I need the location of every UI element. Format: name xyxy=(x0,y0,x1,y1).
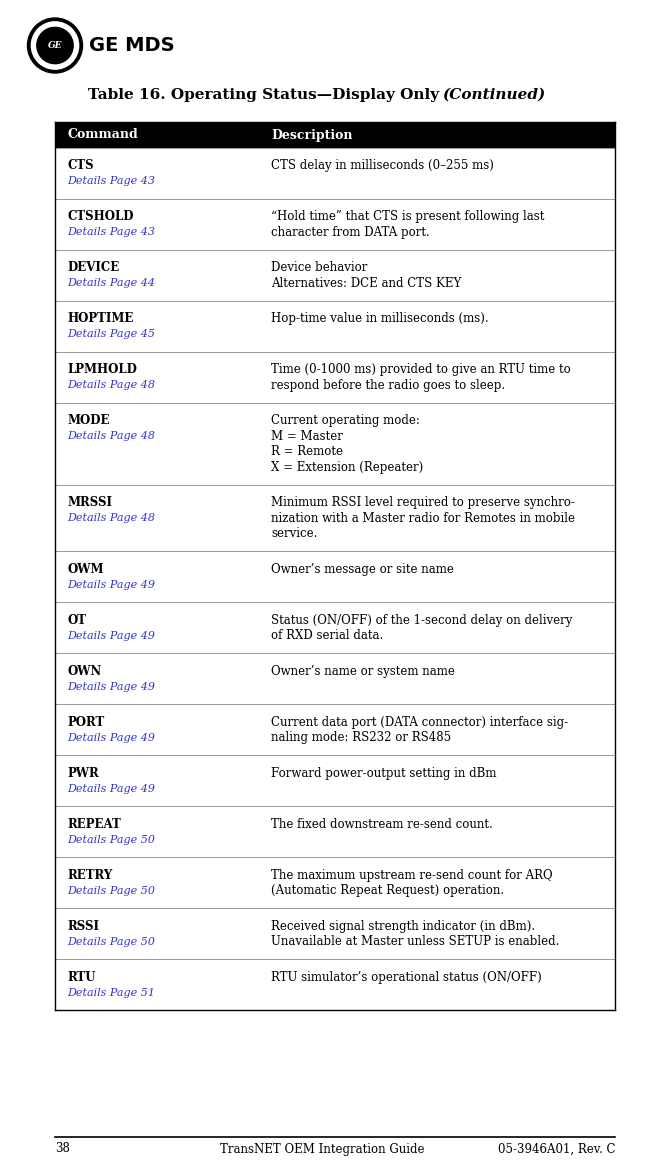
Text: Details Page 50: Details Page 50 xyxy=(67,886,155,896)
Text: RETRY: RETRY xyxy=(67,869,112,882)
Text: Details Page 49: Details Page 49 xyxy=(67,631,155,640)
Text: naling mode: RS232 or RS485: naling mode: RS232 or RS485 xyxy=(272,731,452,744)
Text: Details Page 49: Details Page 49 xyxy=(67,579,155,590)
Text: PORT: PORT xyxy=(67,716,104,728)
Text: Details Page 48: Details Page 48 xyxy=(67,514,155,523)
Circle shape xyxy=(32,22,79,69)
Text: PWR: PWR xyxy=(67,767,99,780)
Text: Details Page 43: Details Page 43 xyxy=(67,176,155,187)
Text: Details Page 49: Details Page 49 xyxy=(67,682,155,692)
Text: Received signal strength indicator (in dBm).: Received signal strength indicator (in d… xyxy=(272,920,535,933)
Text: character from DATA port.: character from DATA port. xyxy=(272,225,430,239)
Text: Details Page 50: Details Page 50 xyxy=(67,937,155,947)
Text: GE MDS: GE MDS xyxy=(89,36,175,55)
Text: respond before the radio goes to sleep.: respond before the radio goes to sleep. xyxy=(272,379,506,392)
Text: Details Page 50: Details Page 50 xyxy=(67,835,155,845)
Circle shape xyxy=(28,18,83,73)
Text: The fixed downstream re-send count.: The fixed downstream re-send count. xyxy=(272,818,493,830)
Text: HOPTIME: HOPTIME xyxy=(67,312,134,325)
Text: nization with a Master radio for Remotes in mobile: nization with a Master radio for Remotes… xyxy=(272,511,575,524)
Text: Owner’s message or site name: Owner’s message or site name xyxy=(272,563,454,576)
Text: Current operating mode:: Current operating mode: xyxy=(272,414,421,427)
Text: Alternatives: DCE and CTS KEY: Alternatives: DCE and CTS KEY xyxy=(272,277,462,290)
Text: Details Page 45: Details Page 45 xyxy=(67,330,155,339)
Text: Details Page 43: Details Page 43 xyxy=(67,228,155,237)
Text: OWN: OWN xyxy=(67,665,101,678)
Text: GE: GE xyxy=(48,41,63,50)
Text: Forward power-output setting in dBm: Forward power-output setting in dBm xyxy=(272,767,497,780)
Text: RTU simulator’s operational status (ON/OFF): RTU simulator’s operational status (ON/O… xyxy=(272,971,542,984)
Text: LPMHOLD: LPMHOLD xyxy=(67,364,137,377)
Text: 05-3946A01, Rev. C: 05-3946A01, Rev. C xyxy=(497,1143,615,1155)
Text: Device behavior: Device behavior xyxy=(272,262,368,274)
Bar xyxy=(55,122,615,148)
Text: (Automatic Repeat Request) operation.: (Automatic Repeat Request) operation. xyxy=(272,884,504,897)
Text: Unavailable at Master unless SETUP is enabled.: Unavailable at Master unless SETUP is en… xyxy=(272,935,560,948)
Text: Details Page 49: Details Page 49 xyxy=(67,784,155,794)
Text: OWM: OWM xyxy=(67,563,103,576)
Text: Description: Description xyxy=(272,129,353,142)
Text: R = Remote: R = Remote xyxy=(272,446,343,459)
Text: (Continued): (Continued) xyxy=(442,88,546,102)
Text: Hop-time value in milliseconds (ms).: Hop-time value in milliseconds (ms). xyxy=(272,312,489,325)
Text: service.: service. xyxy=(272,527,318,541)
Text: Command: Command xyxy=(67,129,138,142)
Text: M = Master: M = Master xyxy=(272,429,343,442)
Text: Owner’s name or system name: Owner’s name or system name xyxy=(272,665,455,678)
Text: “Hold time” that CTS is present following last: “Hold time” that CTS is present followin… xyxy=(272,210,545,223)
Text: of RXD serial data.: of RXD serial data. xyxy=(272,629,384,643)
Text: Current data port (DATA connector) interface sig-: Current data port (DATA connector) inter… xyxy=(272,716,568,728)
Text: CTS delay in milliseconds (0–255 ms): CTS delay in milliseconds (0–255 ms) xyxy=(272,160,494,172)
Text: CTSHOLD: CTSHOLD xyxy=(67,210,134,223)
Text: Details Page 51: Details Page 51 xyxy=(67,988,155,998)
Text: Table 16. Operating Status—Display Only: Table 16. Operating Status—Display Only xyxy=(88,88,444,102)
Text: Details Page 49: Details Page 49 xyxy=(67,733,155,743)
Text: Details Page 48: Details Page 48 xyxy=(67,432,155,441)
Text: Details Page 44: Details Page 44 xyxy=(67,278,155,289)
Text: REPEAT: REPEAT xyxy=(67,818,121,830)
Text: Minimum RSSI level required to preserve synchro-: Minimum RSSI level required to preserve … xyxy=(272,496,575,509)
Text: RTU: RTU xyxy=(67,971,95,984)
Text: OT: OT xyxy=(67,613,86,626)
Text: RSSI: RSSI xyxy=(67,920,99,933)
Text: MODE: MODE xyxy=(67,414,110,427)
Text: TransNET OEM Integration Guide: TransNET OEM Integration Guide xyxy=(220,1143,425,1155)
Text: The maximum upstream re-send count for ARQ: The maximum upstream re-send count for A… xyxy=(272,869,553,882)
Text: 38: 38 xyxy=(55,1143,70,1155)
Text: CTS: CTS xyxy=(67,160,94,172)
Text: X = Extension (Repeater): X = Extension (Repeater) xyxy=(272,461,424,474)
Text: DEVICE: DEVICE xyxy=(67,262,119,274)
Text: MRSSI: MRSSI xyxy=(67,496,112,509)
Circle shape xyxy=(37,27,73,63)
Text: Details Page 48: Details Page 48 xyxy=(67,380,155,391)
Text: Status (ON/OFF) of the 1-second delay on delivery: Status (ON/OFF) of the 1-second delay on… xyxy=(272,613,573,626)
Text: Time (0-1000 ms) provided to give an RTU time to: Time (0-1000 ms) provided to give an RTU… xyxy=(272,364,571,377)
